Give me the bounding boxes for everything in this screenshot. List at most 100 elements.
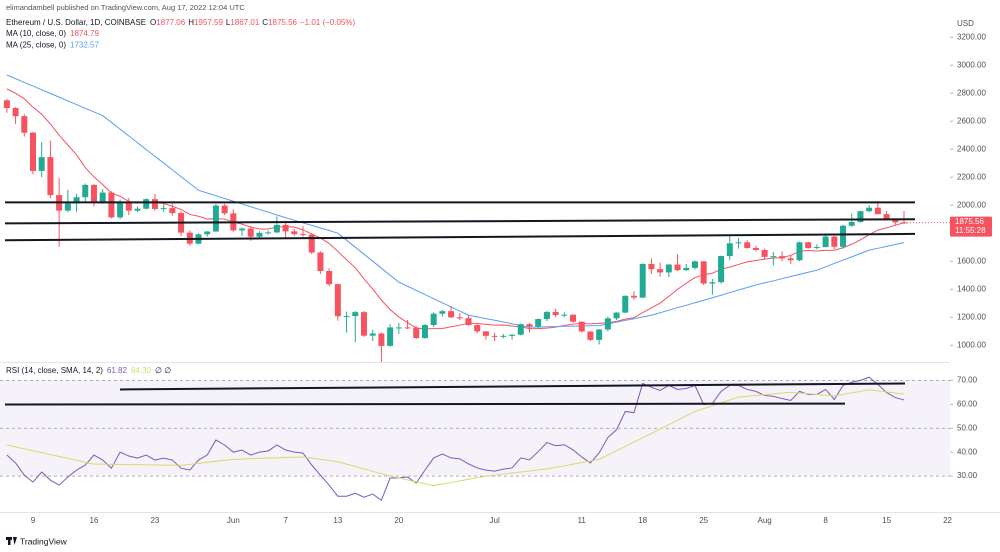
moving-average-line <box>6 74 905 328</box>
x-tick-label: 25 <box>699 516 708 525</box>
candle-body <box>169 208 176 214</box>
ohlc-value: 1867.01 <box>230 18 259 27</box>
candle-body <box>99 192 106 202</box>
candle-body <box>300 234 307 236</box>
y-tick-label: 1400.00 <box>957 284 986 293</box>
candle-body <box>265 232 272 234</box>
y-tick-label: 1200.00 <box>957 312 986 321</box>
candle-body <box>552 312 559 316</box>
x-tick-label: 15 <box>882 516 891 525</box>
x-tick-label: 9 <box>31 516 36 525</box>
logo-glyph <box>13 537 17 545</box>
ma-legend: MA (25, close, 0) 1732.57 <box>6 41 100 50</box>
rsi-line <box>6 376 905 502</box>
candle-body <box>360 312 367 336</box>
candle-body <box>247 228 254 237</box>
candle-body <box>212 205 219 232</box>
x-tick-label: 22 <box>943 516 952 525</box>
price-legend: Ethereum / U.S. Dollar, 1D, COINBASE O187… <box>6 18 355 27</box>
trend-line <box>4 232 916 242</box>
candle-body <box>578 321 585 332</box>
candle-body <box>831 236 838 247</box>
candle-body <box>683 267 690 271</box>
candle-body <box>430 313 437 326</box>
ohlc-key: O <box>150 18 156 27</box>
y-tick-label: 1000.00 <box>957 340 986 349</box>
x-tick-label: 13 <box>333 516 342 525</box>
y-tick-label: 2600.00 <box>957 116 986 125</box>
candle-body <box>378 333 385 346</box>
candle-body <box>395 327 402 329</box>
candle-body <box>108 192 115 218</box>
candle-body <box>657 269 664 273</box>
candle-body <box>779 256 786 259</box>
candle-body <box>752 248 759 250</box>
candle-body <box>421 325 428 339</box>
trend-line <box>4 402 846 406</box>
candle-body <box>570 314 577 322</box>
logo: TradingView <box>6 536 68 546</box>
candle-body <box>12 108 19 117</box>
candle-body <box>866 207 873 212</box>
ma-name: MA (10, close, 0) <box>6 29 66 38</box>
y-tick-label: 2200.00 <box>957 172 986 181</box>
y-tick-label: 3200.00 <box>957 32 986 41</box>
x-tick-label: 18 <box>638 516 647 525</box>
candle-body <box>439 311 446 314</box>
rsi-extras: ∅ ∅ <box>155 366 171 375</box>
candle-body <box>239 228 246 231</box>
candle-body <box>892 219 899 223</box>
candle-body <box>700 261 707 284</box>
candle-body <box>204 231 211 235</box>
candle-body <box>796 242 803 261</box>
candle-body <box>282 224 289 232</box>
last-price-box <box>950 216 992 237</box>
candle-body <box>770 256 777 258</box>
candle-body <box>352 312 359 317</box>
candle-body <box>404 327 411 329</box>
candle-body <box>143 199 150 209</box>
candle-body <box>30 132 36 171</box>
ohlc-key: L <box>226 18 231 27</box>
candle-body <box>526 324 533 327</box>
candle-body <box>726 243 733 257</box>
x-tick-label: Jul <box>490 516 500 525</box>
candle-body <box>517 324 524 335</box>
candle-body <box>813 247 820 249</box>
candle-body <box>761 250 768 257</box>
candle-body <box>596 329 603 340</box>
y-tick-label: 2800.00 <box>957 88 986 97</box>
candle-body <box>326 271 333 285</box>
publisher: elimandambell published on TradingView.c… <box>6 3 245 12</box>
candle-body <box>90 184 97 202</box>
candle-body <box>805 242 812 249</box>
candle-body <box>561 314 568 316</box>
logo-text: TradingView <box>20 536 68 546</box>
candle-body <box>334 284 341 317</box>
candle-body <box>21 116 28 133</box>
candle-body <box>413 327 420 339</box>
candle-body <box>38 157 45 171</box>
candle-body <box>613 312 620 319</box>
price-change: −1.01 (−0.05%) <box>300 18 355 27</box>
candle-body <box>491 335 498 337</box>
candle-body <box>482 331 489 336</box>
ohlc-value: 1877.06 <box>156 18 185 27</box>
candle-body <box>840 225 847 247</box>
ohlc-key: H <box>188 18 194 27</box>
candle-body <box>387 327 394 346</box>
ohlc-value: 1957.59 <box>194 18 223 27</box>
ma-legend: MA (10, close, 0) 1874.79 <box>6 29 100 38</box>
candle-body <box>691 261 698 268</box>
candle-body <box>221 205 228 214</box>
candle-body <box>674 264 681 271</box>
trend-line <box>119 382 906 391</box>
candle-body <box>151 199 158 209</box>
rsi-title: RSI (14, close, SMA, 14, 2) <box>6 366 103 375</box>
countdown-label: 11:55:28 <box>955 226 986 235</box>
candle-body <box>718 256 725 283</box>
ma-value: 1874.79 <box>70 29 99 38</box>
candle-body <box>117 202 124 218</box>
